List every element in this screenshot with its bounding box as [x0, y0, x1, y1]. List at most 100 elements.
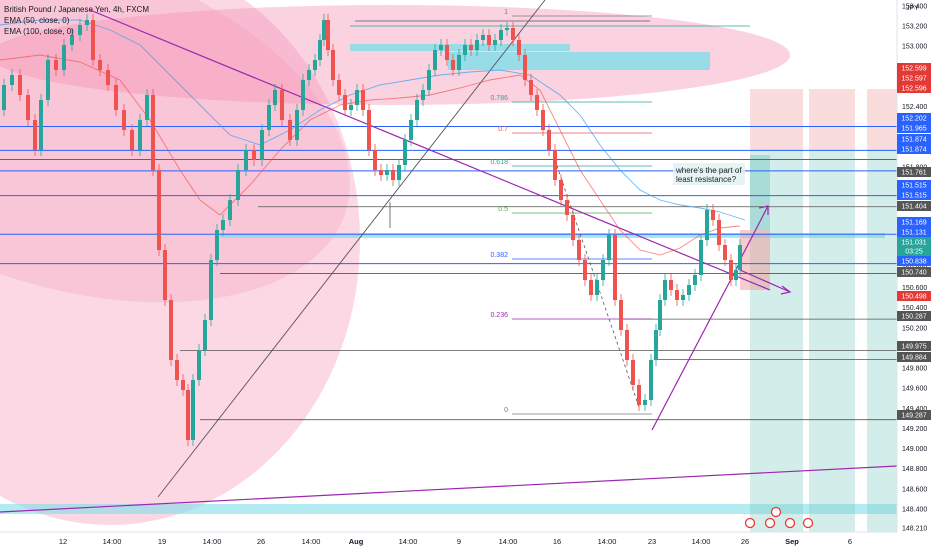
- candle-body: [163, 250, 167, 300]
- candle-body: [625, 330, 629, 360]
- candle-body: [729, 260, 733, 280]
- price-tag-label: 151.515: [901, 193, 926, 200]
- price-tag[interactable]: [897, 227, 931, 237]
- event-marker[interactable]: [784, 517, 796, 529]
- fib-level-label: 0.7: [498, 126, 508, 133]
- candle-body: [313, 60, 317, 70]
- candle-body: [607, 235, 611, 260]
- candle-body: [367, 110, 371, 150]
- candle-body: [654, 330, 658, 360]
- candle-body: [717, 220, 721, 245]
- pink-ellipse-top: [0, 5, 790, 105]
- short-position-red-3: [867, 89, 897, 149]
- candle-body: [687, 285, 691, 295]
- candle-body: [511, 28, 515, 40]
- candles: [2, 14, 742, 446]
- price-tag-label: 149.884: [901, 355, 926, 362]
- candle-body: [705, 210, 709, 240]
- price-tag[interactable]: [897, 217, 931, 227]
- price-tag[interactable]: [897, 180, 931, 190]
- price-tick-label: 149.400: [902, 406, 927, 413]
- short-position-green-3: [867, 149, 897, 532]
- candle-body: [643, 400, 647, 405]
- price-tag[interactable]: [897, 352, 931, 362]
- arrow-down-line: [739, 269, 791, 293]
- fib-level-label: 1: [504, 9, 508, 16]
- candle-body: [427, 70, 431, 90]
- horizontal-levels: [0, 20, 897, 421]
- symbol-title[interactable]: British Pound / Japanese Yen, 4h, FXCM: [4, 5, 149, 14]
- currency-label: JPY: [906, 5, 919, 12]
- price-tag-label: 151.404: [901, 204, 926, 211]
- price-tag[interactable]: [897, 341, 931, 351]
- event-marker[interactable]: [802, 517, 814, 529]
- time-tick-label: 16: [553, 537, 561, 546]
- candle-body: [236, 170, 240, 200]
- candle-body: [209, 260, 213, 320]
- candle-body: [734, 270, 738, 280]
- candle-body: [681, 295, 685, 300]
- trendline-bottom-purple: [0, 465, 898, 513]
- price-tag[interactable]: [897, 167, 931, 177]
- price-tag[interactable]: [897, 311, 931, 321]
- fib-level-label: 0.382: [490, 252, 508, 259]
- price-tag[interactable]: [897, 201, 931, 211]
- candle-body: [267, 105, 271, 130]
- candle-body: [445, 45, 449, 60]
- time-tick-label: 9: [457, 537, 461, 546]
- drawings-zones: [0, 0, 897, 532]
- cyan-box-top: [350, 44, 570, 51]
- indicator-ema-50[interactable]: EMA (50, close, 0): [4, 16, 70, 25]
- price-tag[interactable]: [897, 73, 931, 83]
- price-tag[interactable]: [897, 63, 931, 73]
- indicator-ema-100[interactable]: EMA (100, close, 0): [4, 27, 74, 36]
- candle-body: [571, 215, 575, 240]
- price-tag[interactable]: [897, 134, 931, 144]
- price-tag[interactable]: [897, 267, 931, 277]
- candle-body: [295, 110, 299, 140]
- event-marker[interactable]: [744, 517, 756, 529]
- candle-body: [499, 30, 503, 40]
- price-tag[interactable]: [897, 83, 931, 93]
- fib-level-label: 0.5: [498, 206, 508, 213]
- price-tag-label: 152.202: [901, 116, 926, 123]
- candle-body: [91, 20, 95, 60]
- candle-body: [517, 40, 521, 55]
- time-tick-label: 12: [59, 537, 67, 546]
- event-marker[interactable]: [770, 506, 782, 518]
- price-tag[interactable]: [897, 190, 931, 200]
- price-tag-label: 151.515: [901, 183, 926, 190]
- price-tag[interactable]: [897, 144, 931, 154]
- price-tag[interactable]: [897, 237, 931, 247]
- candle-body: [54, 60, 58, 70]
- price-tick-label: 148.210: [902, 526, 927, 533]
- annotation-callout[interactable]: where's the part of least resistance?: [673, 163, 745, 185]
- price-tag[interactable]: [897, 246, 931, 256]
- candle-body: [403, 140, 407, 165]
- candle-body: [175, 360, 179, 380]
- position-box-active-green: [750, 155, 770, 230]
- price-tag-label: 152.597: [901, 76, 926, 83]
- candle-body: [601, 260, 605, 280]
- price-tick-label: 153.000: [902, 44, 927, 51]
- candle-body: [26, 95, 30, 120]
- price-tag[interactable]: [897, 256, 931, 266]
- price-tag[interactable]: [897, 410, 931, 420]
- candle-body: [10, 75, 14, 85]
- candle-body: [322, 20, 326, 40]
- event-marker[interactable]: [764, 517, 776, 529]
- short-position-red-1: [750, 89, 803, 149]
- price-tag[interactable]: [897, 291, 931, 301]
- price-tag[interactable]: [897, 113, 931, 123]
- time-tick-label: 19: [158, 537, 166, 546]
- candle-body: [122, 110, 126, 130]
- time-tick-label: 14:00: [692, 537, 711, 546]
- price-tag[interactable]: [897, 123, 931, 133]
- price-tick-label: 153.400: [902, 4, 927, 11]
- candle-body: [2, 85, 6, 110]
- time-axis[interactable]: 12 14:00 19 14:00 26 14:00 Aug 14:00 9 14:00 16 14:…: [0, 531, 897, 550]
- candle-body: [85, 20, 89, 25]
- candle-body: [619, 300, 623, 330]
